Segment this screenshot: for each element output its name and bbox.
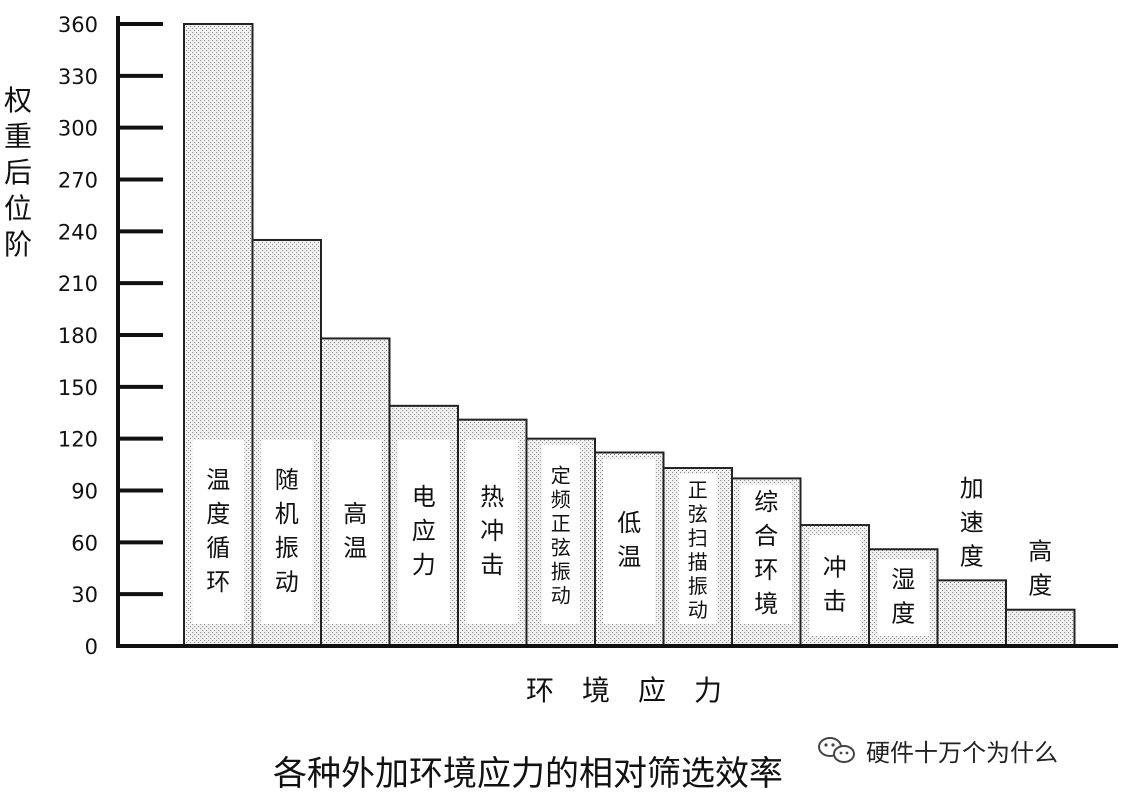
y-tick-label: 0 (85, 635, 98, 659)
bar-rect (936, 579, 1007, 647)
y-tick-label: 330 (58, 65, 98, 89)
y-tick-label: 270 (58, 169, 98, 193)
y-tick-label: 300 (58, 117, 98, 141)
bar-label-box (260, 440, 313, 624)
bar-4: 电应力 (388, 404, 459, 648)
bar-label-box (808, 535, 861, 636)
y-tick-label: 60 (71, 531, 98, 555)
chart-title: 各种外加环境应力的相对筛选效率 (273, 754, 783, 794)
bar-10: 冲击 (799, 524, 870, 647)
y-tick-label: 240 (58, 220, 98, 244)
bar-label-box (603, 458, 656, 624)
bar-11: 湿度 (868, 548, 939, 647)
category-label: 湿度 (891, 566, 915, 628)
bar-2: 随机振动 (251, 238, 322, 647)
category-label: 热冲击 (480, 483, 504, 579)
y-tick-label: 30 (71, 583, 98, 607)
category-label: 温度循环 (206, 466, 230, 596)
category-label: 随机振动 (275, 466, 299, 596)
y-tick-label: 360 (58, 13, 98, 37)
bar-label-box (397, 440, 450, 624)
bar-label-box (329, 440, 382, 624)
bar-label-box (466, 440, 519, 624)
watermark-text: 硬件十万个为什么 (866, 739, 1058, 767)
y-tick-label: 120 (58, 428, 98, 452)
bar-label-box (740, 484, 793, 624)
y-tick-label: 210 (58, 272, 98, 296)
category-label: 综合环境 (754, 488, 778, 618)
bar-7: 低温 (594, 451, 665, 647)
bar-9: 综合环境 (731, 477, 802, 647)
category-label: 加速度 (960, 474, 984, 570)
category-label: 高度 (1028, 538, 1052, 600)
y-tick-label: 180 (58, 324, 98, 348)
bar-label-box (678, 474, 717, 624)
bar-8: 正弦扫描振动 (662, 467, 733, 647)
bars-group: 温度循环 随机振动 高温 电应力 热冲击 定频正弦振动 低温 正弦扫描振动 综合环境冲击湿度加速… (183, 23, 1076, 648)
y-tick-label: 90 (71, 480, 98, 504)
bar-6: 定频正弦振动 (525, 437, 596, 647)
bar-1: 温度循环 (183, 23, 254, 647)
bar-label-box (192, 440, 245, 624)
bar-5: 热冲击 (457, 418, 528, 647)
x-axis-label: 环 境 应 力 (526, 674, 722, 707)
y-ticks-group: 0 30 60 90 120 150 180 210 240 270 300 330 360 (58, 13, 163, 659)
y-axis-label: 权重后位阶 (4, 84, 32, 261)
bar-rect (1005, 608, 1076, 648)
bar-label-box (877, 559, 930, 636)
wechat-icon (818, 737, 855, 763)
bar-13: 高度 (1005, 538, 1076, 648)
category-label: 定频正弦振动 (551, 463, 571, 607)
category-label: 低温 (617, 509, 641, 571)
bar-12: 加速度 (936, 474, 1007, 647)
bar-3: 高温 (320, 337, 391, 647)
y-tick-label: 150 (58, 376, 98, 400)
watermark: 硬件十万个为什么 (818, 737, 1058, 767)
category-label: 电应力 (412, 483, 436, 579)
bar-label-box (541, 444, 580, 624)
category-label: 正弦扫描振动 (688, 478, 708, 622)
category-label: 冲击 (823, 554, 847, 616)
category-label: 高温 (343, 500, 367, 562)
